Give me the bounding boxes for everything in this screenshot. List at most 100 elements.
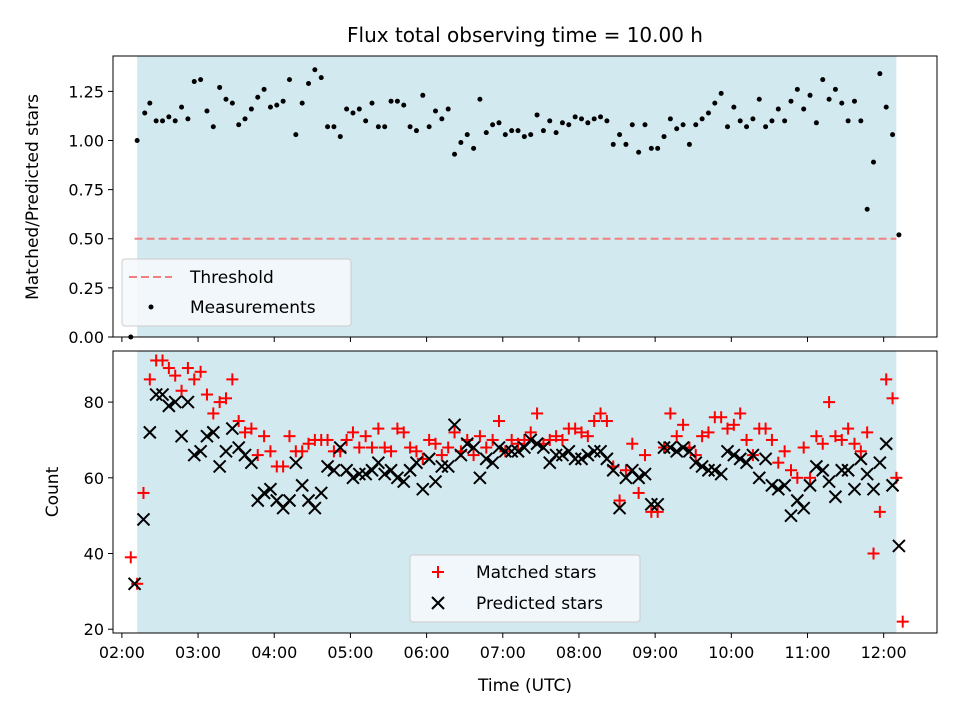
- predicted-star-point: [409, 455, 424, 470]
- measurement-point: [293, 132, 299, 138]
- measurement-point: [198, 77, 204, 83]
- predicted-star-point: [873, 455, 887, 470]
- predicted-star-point: [225, 421, 240, 436]
- predicted-star-point: [663, 440, 678, 455]
- measurement-point: [267, 104, 273, 110]
- count-y-tick-label: 80: [84, 393, 104, 412]
- measurement-point: [369, 100, 375, 106]
- matched-star-point: [677, 418, 690, 431]
- measurement-point: [134, 137, 140, 143]
- measurement-point: [845, 118, 851, 124]
- measurement-point: [667, 116, 673, 122]
- predicted-star-point: [149, 387, 163, 402]
- predicted-star-point: [803, 478, 817, 493]
- measurement-point: [832, 86, 838, 92]
- measurement-point: [648, 145, 654, 151]
- matched-star-point: [664, 407, 677, 420]
- ratio-y-tick-label: 1.00: [68, 131, 104, 150]
- predicted-star-point: [676, 440, 690, 455]
- measurement-point: [604, 118, 610, 124]
- predicted-star-point: [168, 395, 182, 409]
- measurement-point: [248, 106, 254, 112]
- x-tick-label: 08:00: [556, 643, 602, 662]
- predicted-star-point: [397, 474, 411, 489]
- predicted-star-point: [746, 448, 760, 462]
- matched-legend-swatch: [432, 566, 444, 578]
- predicted-star-point: [263, 482, 278, 496]
- matched-star-point: [670, 430, 683, 443]
- measurement-point: [705, 110, 711, 116]
- measurement-point: [839, 100, 845, 106]
- predicted-star-point: [841, 463, 855, 477]
- measurement-point: [572, 114, 578, 120]
- measurement-point: [693, 122, 699, 128]
- measurement-point: [477, 96, 483, 102]
- measurement-point: [775, 106, 781, 112]
- predicted-star-point: [701, 463, 716, 477]
- x-tick-label: 11:00: [784, 643, 830, 662]
- predicted-star-point: [835, 463, 849, 477]
- measurement-point: [528, 132, 534, 138]
- matched-star-point: [162, 362, 175, 375]
- ratio-y-tick-label: 1.25: [68, 82, 104, 101]
- matched-star-point: [213, 396, 226, 409]
- matched-star-point: [569, 422, 582, 435]
- matched-star-point: [638, 449, 651, 462]
- matched-star-point: [416, 452, 429, 465]
- matched-star-point: [283, 430, 296, 443]
- predicted-star-point: [327, 463, 341, 477]
- matched-stars-points: [124, 354, 909, 628]
- predicted-star-point: [358, 467, 373, 481]
- measurement-point: [306, 81, 312, 87]
- measurement-point: [274, 102, 280, 108]
- measurement-point: [153, 118, 159, 124]
- predicted-star-point: [136, 512, 151, 527]
- measurement-points: [128, 67, 902, 340]
- ratio-legend-box: [121, 258, 352, 327]
- matched-star-point: [784, 464, 797, 477]
- matched-star-point: [689, 449, 702, 462]
- matched-star-point: [626, 437, 639, 450]
- matched-star-point: [613, 494, 626, 507]
- predicted-star-point: [784, 508, 798, 523]
- measurement-point: [731, 104, 737, 110]
- predicted-star-point: [631, 471, 646, 485]
- predicted-star-point: [466, 440, 481, 455]
- matched-star-point: [245, 422, 258, 435]
- count-legend-box: [409, 554, 641, 623]
- x-tick-label: 03:00: [175, 643, 221, 662]
- predicted-star-point: [524, 433, 538, 447]
- predicted-star-point: [555, 448, 570, 462]
- measurement-point: [737, 118, 743, 124]
- matched-star-point: [391, 422, 404, 435]
- measurement-point: [185, 116, 191, 122]
- matched-star-point: [137, 486, 150, 499]
- matched-star-point: [200, 388, 213, 401]
- matched-legend-label: Matched stars: [476, 563, 596, 583]
- measurement-point: [718, 90, 724, 96]
- measurement-point: [826, 96, 832, 102]
- matched-star-point: [848, 437, 861, 450]
- measurement-point: [788, 98, 794, 104]
- measurement-point: [769, 118, 775, 124]
- predicted-star-point: [257, 486, 271, 500]
- measurement-point: [890, 132, 896, 138]
- measurement-point: [452, 151, 458, 157]
- measurement-point: [509, 128, 515, 134]
- measurement-point: [502, 132, 508, 138]
- measurement-point: [160, 118, 166, 124]
- x-tick-label: 10:00: [708, 643, 754, 662]
- predicted-star-point: [200, 429, 214, 443]
- measurement-point: [655, 145, 661, 151]
- matched-star-point: [480, 441, 493, 454]
- matched-star-point: [715, 411, 728, 424]
- measurement-point: [413, 128, 419, 134]
- matched-star-point: [429, 437, 442, 450]
- matched-star-point: [505, 433, 518, 446]
- predicted-star-point: [650, 497, 665, 512]
- measurements-legend-swatch: [148, 304, 154, 310]
- predicted-star-point: [695, 459, 709, 474]
- measurement-point: [782, 118, 788, 124]
